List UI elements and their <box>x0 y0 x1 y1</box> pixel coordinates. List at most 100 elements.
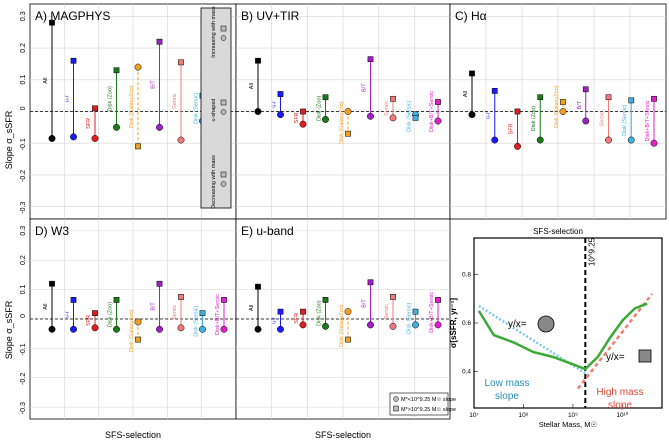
low-mass-point <box>254 325 262 333</box>
low-mass-point <box>627 136 635 144</box>
high-mass-fit <box>576 293 654 390</box>
category-label: Disk (Sersic) <box>194 93 200 124</box>
category-label: Disk (Zoo) <box>531 106 537 132</box>
low-mass-point <box>299 120 307 128</box>
category-label: u-r <box>65 95 71 102</box>
high-mass-slope-text-1: High mass <box>596 387 643 398</box>
low-mass-point <box>199 325 206 333</box>
low-mass-point <box>434 321 442 329</box>
high-mass-point <box>514 108 521 115</box>
panel-f-title: SFS-selection <box>533 227 583 236</box>
category-label: All <box>43 78 49 84</box>
low-mass-point <box>367 321 374 329</box>
high-mass-point <box>412 308 419 315</box>
category-label: Disk (Zoo) <box>317 95 323 121</box>
low-marker-label: y/x= <box>508 319 527 330</box>
category-label: u-r <box>486 112 492 119</box>
low-mass-point <box>367 112 374 120</box>
legend-circle-icon <box>220 181 227 187</box>
high-mass-point <box>199 310 206 316</box>
panel-title: C) Hα <box>455 9 487 23</box>
high-mass-point <box>345 336 351 343</box>
high-mass-point <box>277 308 284 315</box>
low-mass-point <box>491 136 499 144</box>
category-label: All <box>249 83 255 89</box>
low-mass-point <box>156 123 163 131</box>
high-mass-point <box>221 297 227 303</box>
category-label: Disk (Sersic) <box>622 104 628 135</box>
slope-panel: C) Hα All u-r SFR Disk (Zoo) Disk (GalaxyZoo)… <box>449 3 667 220</box>
category-label: SFR <box>86 315 92 326</box>
low-mass-point <box>48 325 56 333</box>
low-mass-point <box>536 136 544 144</box>
category-label: u-r <box>65 311 71 318</box>
category-label: B/T <box>151 302 157 311</box>
trend-legend: Increasing with mass u-shaped Decreasing w… <box>200 6 232 209</box>
high-marker-label: y/x= <box>606 352 625 363</box>
y-tick-label: 0.4 <box>462 369 471 376</box>
sigma-mass-panel: SFS-selection 10⁷ 10⁸ 10⁹ 10¹⁰ 0.4 0.6 0.8 Stell… <box>449 227 663 429</box>
high-mass-point <box>70 57 77 64</box>
high-mass-point <box>300 108 306 115</box>
x-tick-label: 10⁷ <box>469 412 479 419</box>
high-mass-point <box>49 19 55 26</box>
high-mass-point <box>651 95 657 102</box>
high-mass-point <box>92 105 98 112</box>
category-label: Disk (GalaxyZoo) <box>339 101 345 144</box>
category-label: Disk (GalaxyZoo) <box>129 85 135 128</box>
category-label: Disk (GalaxyZoo) <box>554 85 560 128</box>
high-mass-point <box>537 94 544 101</box>
slope-panel: 0.3 0.2 0.1 0 -0.1 -0.2 -0.3 D) W3 All u-r SFR Disk… <box>20 218 237 420</box>
category-label: SFR <box>294 313 300 324</box>
category-label: Sersic <box>384 100 390 116</box>
legend-circle-icon <box>220 35 227 41</box>
legend-square-icon <box>220 25 227 32</box>
high-mass-point <box>70 297 77 303</box>
high-mass-point <box>345 130 351 137</box>
y-tick-label: 0 <box>20 314 27 318</box>
high-mass-point <box>390 95 396 102</box>
low-mass-point <box>434 117 442 125</box>
low-marker-circle-icon <box>537 315 555 333</box>
high-slope-legend-label: M*>10^9.25 M☉ slope <box>401 406 456 413</box>
y-tick-label: 0.1 <box>20 285 27 295</box>
low-mass-point <box>322 115 329 123</box>
high-mass-point <box>491 88 498 94</box>
low-mass-point <box>113 123 120 131</box>
low-mass-point <box>322 322 329 330</box>
category-label: All <box>463 91 469 97</box>
low-mass-point <box>299 321 307 329</box>
legend-circle-icon <box>220 109 227 115</box>
y-tick-label: 0 <box>20 106 27 110</box>
high-mass-point <box>435 297 441 303</box>
low-mass-point <box>389 322 397 330</box>
y-tick-label: 0.3 <box>20 226 27 236</box>
low-mass-point <box>389 114 397 122</box>
legend-square-icon <box>220 171 227 178</box>
low-mass-point <box>156 325 163 333</box>
marker-legend-box <box>389 392 449 416</box>
low-mass-point <box>582 117 590 125</box>
high-mass-point <box>367 56 374 63</box>
y-tick-label: 0.1 <box>20 75 27 85</box>
category-label: Sersic <box>600 111 606 127</box>
panel-f-ylabel: σ[sSFR, yr⁻¹] <box>449 298 458 348</box>
panel-title: A) MAGPHYS <box>35 9 110 23</box>
category-label: Disk (Zoo) <box>108 302 114 328</box>
low-mass-point <box>113 325 120 333</box>
panel-title: E) u-band <box>241 224 294 238</box>
legend-square-icon <box>220 99 227 106</box>
low-mass-point <box>70 325 77 333</box>
category-label: Disk+B/T+Sersic <box>429 91 435 132</box>
category-label: Disk (Sersic) <box>407 101 413 132</box>
category-label: B/T <box>151 80 157 89</box>
low-mass-point <box>254 108 262 115</box>
low-mass-point <box>134 63 142 71</box>
category-label: B/T <box>362 83 368 92</box>
high-mass-point <box>156 280 163 287</box>
high-mass-point <box>390 294 396 300</box>
category-label: Disk (Sersic) <box>194 305 200 336</box>
high-slope-legend-icon <box>393 405 399 412</box>
slope-panel: E) u-band All u-r SFR Disk (Zoo) Disk (Galaxy… <box>235 218 451 420</box>
high-mass-point <box>178 294 184 300</box>
